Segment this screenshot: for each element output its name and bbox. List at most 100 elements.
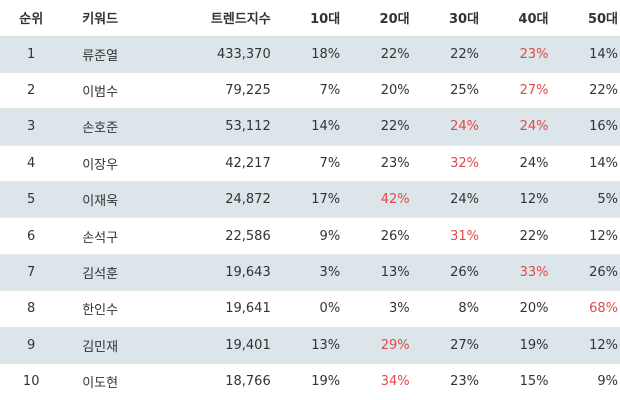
cell-age-50s: 12% (589, 228, 618, 244)
cell-age-30s: 23% (450, 374, 480, 390)
cell-rank: 10 (22, 374, 40, 390)
cell-age-30s: 31% (450, 228, 480, 244)
cell-rank: 6 (27, 228, 36, 244)
header-age-30s: 30대 (411, 0, 482, 37)
table-row: 8 한인수 19,641 0% 3% 8% 20% 68% (0, 291, 620, 328)
cell-rank: 7 (27, 265, 36, 281)
cell-age-10s: 9% (319, 228, 341, 244)
cell-keyword: 손호준 (82, 121, 119, 137)
cell-age-50s: 22% (589, 83, 618, 99)
cell-keyword: 손석구 (82, 230, 119, 246)
cell-trend-index: 53,112 (225, 119, 271, 135)
table-row: 2 이범수 79,225 7% 20% 25% 27% 22% (0, 72, 620, 109)
cell-age-50s: 68% (589, 301, 618, 317)
cell-age-40s: 12% (519, 192, 549, 208)
header-trend-index: 트렌드지수 (137, 0, 273, 37)
cell-age-20s: 22% (380, 119, 410, 135)
cell-trend-index: 24,872 (225, 192, 271, 208)
cell-age-20s: 42% (380, 192, 410, 208)
cell-keyword: 이범수 (82, 85, 119, 101)
table-row: 9 김민재 19,401 13% 29% 27% 19% 12% (0, 327, 620, 364)
table-row: 5 이재욱 24,872 17% 42% 24% 12% 5% (0, 181, 620, 218)
cell-age-50s: 5% (597, 192, 618, 208)
cell-age-10s: 3% (319, 265, 341, 281)
table-row: 6 손석구 22,586 9% 26% 31% 22% 12% (0, 218, 620, 255)
cell-keyword: 한인수 (82, 303, 119, 319)
cell-age-50s: 9% (597, 374, 618, 390)
cell-age-20s: 22% (380, 46, 410, 62)
cell-age-20s: 34% (380, 374, 410, 390)
cell-rank: 8 (27, 301, 36, 317)
cell-keyword: 이도현 (82, 376, 119, 392)
table-row: 7 김석훈 19,643 3% 13% 26% 33% 26% (0, 254, 620, 291)
cell-keyword: 김민재 (82, 339, 119, 355)
cell-age-50s: 12% (589, 337, 618, 353)
cell-age-40s: 19% (519, 337, 549, 353)
header-age-50s: 50대 (550, 0, 620, 37)
cell-age-50s: 16% (589, 119, 618, 135)
table-body: 1 류준열 433,370 18% 22% 22% 23% 14% 2 이범수 … (0, 36, 620, 400)
cell-rank: 2 (27, 83, 36, 99)
header-keyword: 키워드 (62, 0, 138, 37)
cell-rank: 9 (27, 337, 36, 353)
cell-age-20s: 29% (380, 337, 410, 353)
cell-trend-index: 19,641 (225, 301, 271, 317)
cell-age-30s: 25% (450, 83, 480, 99)
cell-trend-index: 22,586 (225, 228, 271, 244)
cell-keyword: 김석훈 (82, 267, 119, 283)
table-header: 순위 키워드 트렌드지수 10대 20대 30대 40대 50대 (0, 0, 620, 37)
cell-keyword: 류준열 (82, 48, 119, 64)
cell-age-40s: 24% (519, 155, 549, 171)
cell-age-40s: 27% (519, 83, 549, 99)
cell-age-40s: 22% (519, 228, 549, 244)
cell-trend-index: 19,401 (225, 337, 271, 353)
cell-trend-index: 18,766 (225, 374, 271, 390)
cell-age-40s: 24% (519, 119, 549, 135)
cell-age-10s: 7% (319, 155, 341, 171)
cell-age-30s: 8% (458, 301, 480, 317)
cell-trend-index: 42,217 (225, 155, 271, 171)
cell-age-10s: 13% (311, 337, 341, 353)
cell-age-10s: 0% (319, 301, 341, 317)
cell-keyword: 이장우 (82, 157, 119, 173)
cell-age-20s: 23% (380, 155, 410, 171)
cell-trend-index: 19,643 (225, 265, 271, 281)
cell-age-30s: 26% (450, 265, 480, 281)
table-row: 3 손호준 53,112 14% 22% 24% 24% 16% (0, 108, 620, 146)
cell-age-40s: 23% (519, 46, 549, 62)
header-row: 순위 키워드 트렌드지수 10대 20대 30대 40대 50대 (0, 0, 620, 37)
cell-age-10s: 14% (311, 119, 341, 135)
cell-age-10s: 7% (319, 83, 341, 99)
cell-rank: 4 (27, 155, 36, 171)
cell-age-30s: 24% (450, 192, 480, 208)
cell-age-10s: 17% (311, 192, 341, 208)
table-row: 4 이장우 42,217 7% 23% 32% 24% 14% (0, 145, 620, 182)
cell-age-40s: 20% (519, 301, 549, 317)
header-age-10s: 10대 (272, 0, 343, 37)
cell-trend-index: 433,370 (216, 46, 271, 62)
cell-age-10s: 19% (311, 374, 341, 390)
cell-age-30s: 24% (450, 119, 480, 135)
table-row: 1 류준열 433,370 18% 22% 22% 23% 14% (0, 36, 620, 73)
cell-age-50s: 14% (589, 46, 618, 62)
cell-age-20s: 26% (380, 228, 410, 244)
cell-age-40s: 33% (519, 265, 549, 281)
cell-age-30s: 22% (450, 46, 480, 62)
header-age-40s: 40대 (481, 0, 551, 37)
cell-rank: 3 (27, 119, 36, 135)
cell-rank: 1 (27, 46, 36, 62)
cell-age-50s: 26% (589, 265, 618, 281)
header-age-20s: 20대 (342, 0, 412, 37)
cell-age-30s: 27% (450, 337, 480, 353)
cell-rank: 5 (27, 192, 36, 208)
cell-age-30s: 32% (450, 155, 480, 171)
cell-age-40s: 15% (519, 374, 549, 390)
cell-age-20s: 3% (388, 301, 410, 317)
cell-trend-index: 79,225 (225, 83, 271, 99)
table-row: 10 이도현 18,766 19% 34% 23% 15% 9% (0, 364, 620, 400)
cell-keyword: 이재욱 (82, 194, 119, 210)
cell-age-10s: 18% (311, 46, 341, 62)
cell-age-50s: 14% (589, 155, 618, 171)
header-rank: 순위 (0, 0, 63, 37)
